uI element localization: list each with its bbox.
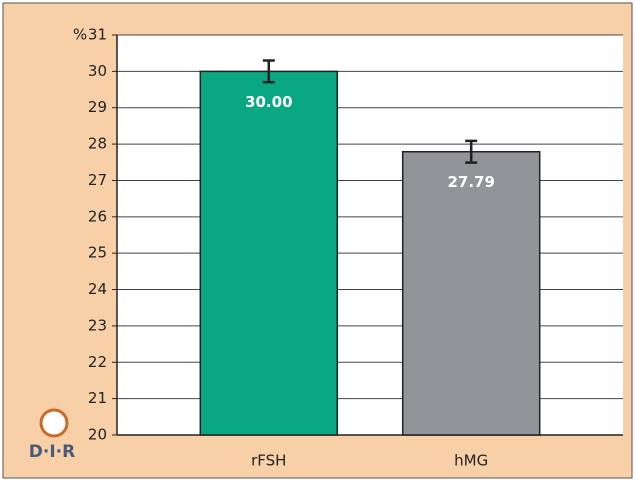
y-tick-label: 31: [88, 26, 107, 44]
y-tick-label: 23: [88, 316, 107, 334]
y-tick-label: 20: [88, 426, 107, 444]
value-label: 30.00: [245, 93, 292, 111]
y-tick-label: 30: [88, 62, 107, 80]
y-tick-label: 25: [88, 244, 107, 262]
error-bar: [262, 59, 275, 84]
error-bar: [465, 139, 478, 164]
y-tick-label: 21: [88, 389, 107, 407]
bar: [199, 70, 339, 436]
y-axis-label: %: [73, 26, 87, 44]
y-tick-label: 26: [88, 207, 107, 225]
plot-area: [117, 35, 623, 435]
value-label: 27.79: [447, 173, 494, 191]
y-tick-label: 22: [88, 353, 107, 371]
x-tick-label: rFSH: [251, 452, 286, 470]
logo-text: D·I·R: [29, 442, 75, 462]
logo-icon: [39, 408, 69, 438]
bar: [401, 150, 541, 436]
y-tick-label: 27: [88, 171, 107, 189]
x-tick-label: hMG: [454, 452, 488, 470]
y-tick-label: 29: [88, 98, 107, 116]
y-tick-label: 24: [88, 280, 107, 298]
y-tick-label: 28: [88, 135, 107, 153]
